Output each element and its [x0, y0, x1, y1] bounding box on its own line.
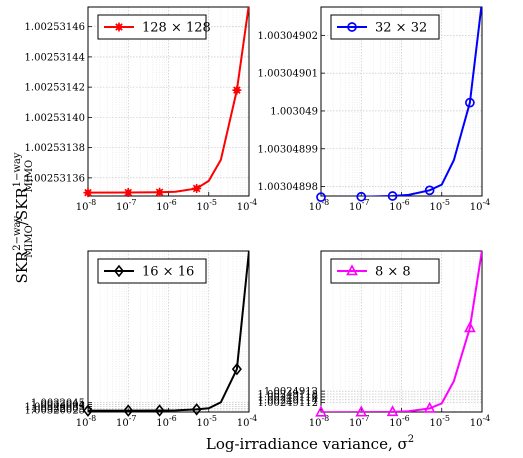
x-label-main: Log-irradiance variance, σ [206, 435, 408, 453]
y-tick-label: 1.00304899 [258, 144, 318, 155]
y-tick-label: 1.00249114 [258, 395, 318, 406]
x-tick-label: 10-6 [389, 414, 410, 429]
legend-label: 128 × 128 [142, 21, 211, 36]
data-point [424, 185, 435, 196]
x-tick-label: 10-4 [237, 414, 258, 429]
x-tick-label: 10-8 [309, 198, 330, 213]
series-line [321, 251, 482, 412]
legend-marker [346, 264, 358, 276]
data-point [231, 362, 242, 376]
x-label-sup: 2 [408, 434, 414, 445]
data-point [155, 187, 165, 197]
axes-frame [87, 6, 250, 197]
data-point [387, 191, 398, 201]
data-point [192, 183, 202, 193]
x-tick-label: 10-6 [156, 414, 177, 429]
y-tick-label: 1.00253140 [25, 113, 85, 124]
legend-marker [347, 22, 357, 32]
x-tick-label: 10-5 [196, 198, 217, 213]
y-label-sup-den: 1−way [12, 152, 23, 187]
y-tick-label: 1.00249118 [258, 390, 318, 401]
y-tick-label: 1.00253138 [25, 143, 85, 154]
y-tick-label: 1.00320025 [25, 406, 85, 417]
data-point [465, 97, 475, 108]
y-tick-label: 1.0032004 [31, 400, 85, 411]
y-label-sup-num: 2−way [12, 216, 23, 251]
x-tick-label: 10-5 [429, 414, 450, 429]
data-point [356, 191, 367, 202]
x-axis-label: Log-irradiance variance, σ2 [206, 434, 414, 453]
y-tick-label: 1.00253136 [25, 173, 85, 184]
data-point [315, 405, 327, 417]
x-tick-label: 10-5 [429, 198, 450, 213]
x-tick-label: 10-4 [237, 198, 258, 213]
data-point [191, 403, 202, 416]
x-tick-label: 10-7 [116, 414, 137, 429]
y-label-slash: /SKR [13, 187, 31, 226]
legend: 32 × 32 [330, 14, 440, 40]
series-line [88, 251, 249, 412]
chart-panel-2: 10-8 10-7 10-6 10-5 10-4 1.00304898 1.00304899… [258, 6, 491, 213]
x-tick-label: 10-7 [349, 198, 370, 213]
data-point [386, 405, 399, 417]
data-point [423, 401, 436, 413]
y-tick-label: 1.00304898 [258, 182, 318, 193]
y-tick-label: 1.0024912 [264, 387, 318, 398]
chart-panel-4: 10-8 10-7 10-6 10-5 10-4 1.002491121.00249114… [258, 250, 491, 429]
y-tick-label: 1.0032045 [31, 398, 85, 409]
y-tick-label: 1.0032003 [31, 404, 85, 415]
series-line [335, 7, 482, 196]
chart-panel-1: 10-8 10-7 10-6 10-5 10-4 1.00253136 1.00253138… [25, 6, 258, 213]
data-point [464, 321, 476, 333]
x-tick-label: 10-4 [470, 414, 491, 429]
legend-label: 16 × 16 [142, 265, 194, 280]
x-tick-label: 10-8 [76, 414, 97, 429]
y-axis-label: SKR2−wayMIMO/SKR1−wayMIMO [12, 152, 35, 283]
y-tick-label: 1.00249116 [258, 392, 318, 403]
x-tick-label: 10-6 [156, 198, 177, 213]
y-tick-label: 1.00253142 [25, 83, 85, 94]
data-point [123, 404, 134, 417]
y-tick-label: 1.00253144 [25, 52, 85, 63]
data-point [123, 188, 133, 198]
y-label-sub-den: MIMO [24, 160, 35, 193]
y-label-sub-num: MIMO [24, 225, 35, 258]
legend-label: 8 × 8 [375, 265, 411, 280]
data-point [83, 188, 93, 198]
legend: 8 × 8 [330, 258, 440, 284]
y-tick-label: 1.00304901 [258, 69, 318, 80]
y-tick-label: 1.00320035 [25, 402, 85, 413]
legend-marker [113, 264, 125, 278]
y-label-main: SKR [13, 250, 31, 283]
y-tick-label: 1.00253146 [25, 22, 85, 33]
x-tick-label: 10-7 [349, 414, 370, 429]
x-tick-label: 10-7 [116, 198, 137, 213]
legend: 16 × 16 [97, 258, 207, 284]
x-tick-label: 10-6 [389, 198, 410, 213]
x-tick-label: 10-4 [470, 198, 491, 213]
legend: 128 × 128 [97, 14, 211, 40]
data-point [154, 404, 165, 417]
x-tick-label: 10-5 [196, 414, 217, 429]
x-tick-label: 10-8 [76, 198, 97, 213]
legend-marker [114, 22, 124, 32]
data-point [355, 405, 368, 417]
y-tick-label: 1.00304902 [258, 31, 318, 42]
data-point [232, 85, 242, 95]
legend-label: 32 × 32 [375, 21, 427, 36]
y-tick-label: 1.003049 [270, 106, 318, 117]
x-tick-label: 10-8 [309, 414, 330, 429]
data-point [316, 192, 326, 202]
y-tick-label: 1.00249112 [258, 398, 318, 409]
chart-panel-3: 10-8 10-7 10-6 10-5 10-41.003200251.00320031… [25, 250, 258, 429]
axes-frame [87, 250, 250, 413]
data-point [82, 404, 94, 417]
